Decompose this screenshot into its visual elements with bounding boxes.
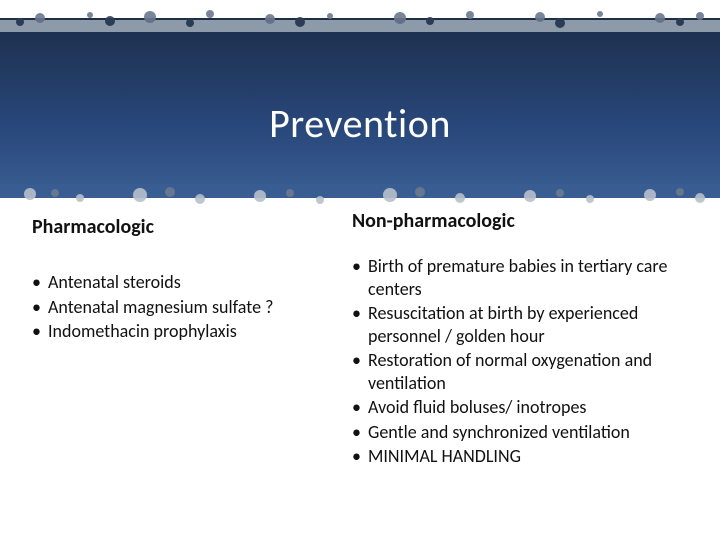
list-item: Resuscitation at birth by experienced pe… bbox=[352, 302, 692, 347]
list-item: Restoration of normal oxygenation and ve… bbox=[352, 349, 692, 394]
right-bullets: Birth of premature babies in tertiary ca… bbox=[352, 255, 692, 470]
list-item: Indomethacin prophylaxis bbox=[32, 320, 332, 343]
slide-title: Prevention bbox=[269, 99, 451, 148]
left-bullets: Antenatal steroids Antenatal magnesium s… bbox=[32, 271, 332, 345]
slide: Prevention bbox=[0, 0, 720, 540]
title-banner: Prevention bbox=[0, 18, 720, 198]
content-area: Pharmacologic Antenatal steroids Antenat… bbox=[0, 215, 720, 535]
list-item: Birth of premature babies in tertiary ca… bbox=[352, 255, 692, 300]
list-item: Avoid fluid boluses/ inotropes bbox=[352, 396, 692, 419]
list-item: Antenatal steroids bbox=[32, 271, 332, 294]
right-heading: Non-pharmacologic bbox=[352, 209, 692, 233]
list-item: Gentle and synchronized ventilation bbox=[352, 421, 692, 444]
list-item: MINIMAL HANDLING bbox=[352, 445, 692, 468]
right-column: Non-pharmacologic Birth of premature bab… bbox=[352, 215, 692, 535]
list-item: Antenatal magnesium sulfate ? bbox=[32, 296, 332, 319]
left-heading: Pharmacologic bbox=[32, 215, 332, 239]
left-column: Pharmacologic Antenatal steroids Antenat… bbox=[32, 215, 352, 535]
